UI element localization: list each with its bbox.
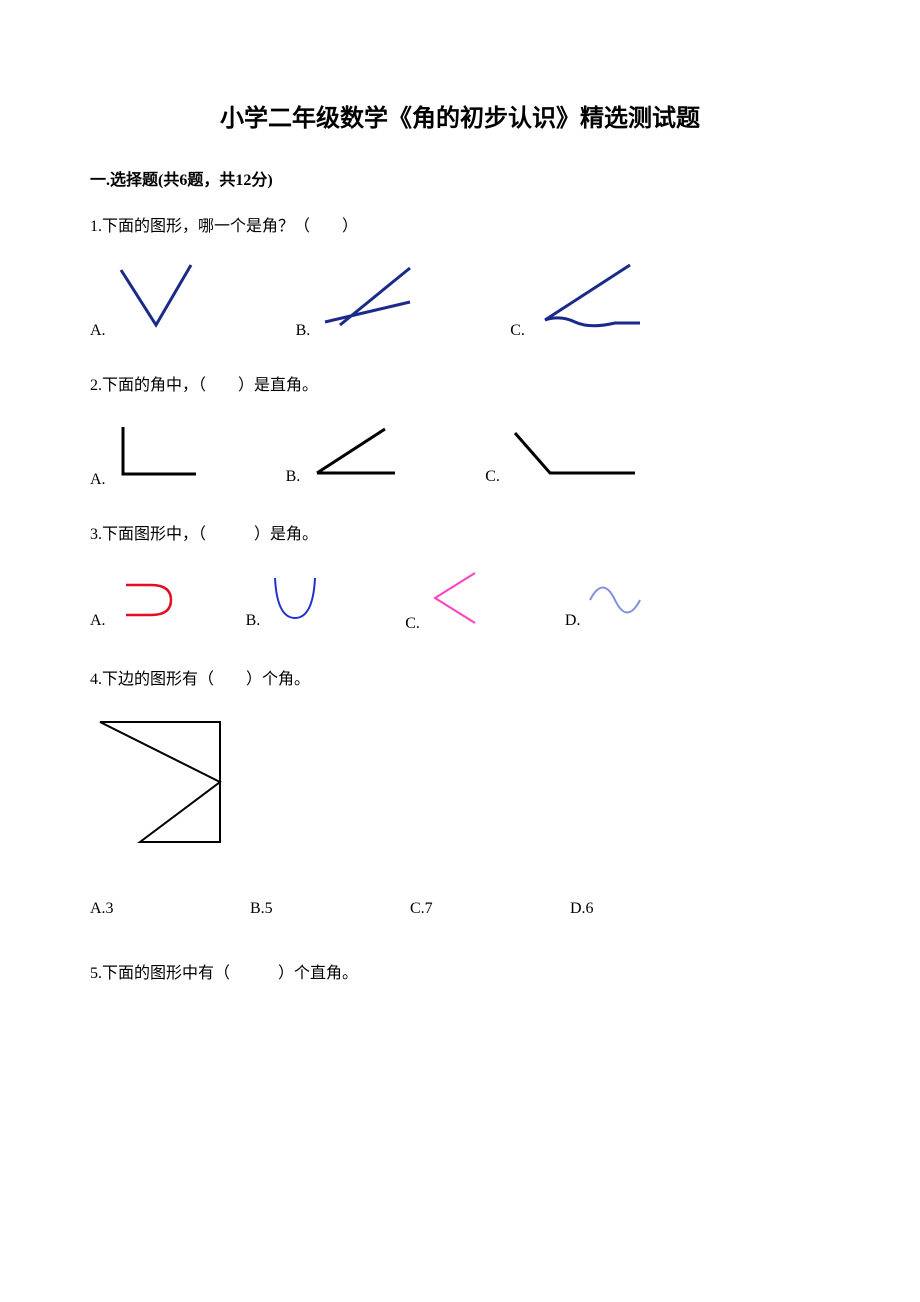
q2-label-a: A. xyxy=(90,467,106,493)
q3-label-c: C. xyxy=(405,611,420,637)
q4-option-a: A.3 xyxy=(90,896,250,922)
q1-label-b: B. xyxy=(296,318,311,344)
q5-text: 5.下面的图形中有（ ）个直角。 xyxy=(90,961,830,987)
q2-option-b: B. xyxy=(286,421,406,490)
q2-shape-c xyxy=(505,421,645,490)
q4-options: A.3 B.5 C.7 D.6 xyxy=(90,896,830,922)
q2-label-c: C. xyxy=(485,464,500,490)
q3-option-b: B. xyxy=(246,570,326,634)
q3-text: 3.下面图形中，（ ）是角。 xyxy=(90,522,830,548)
q1-option-c: C. xyxy=(510,260,650,344)
q4-option-b: B.5 xyxy=(250,896,410,922)
section-header: 一.选择题(共6题，共12分) xyxy=(90,168,830,194)
q1-label-a: A. xyxy=(90,318,106,344)
q3-shape-d xyxy=(585,570,650,634)
section-count: 6 xyxy=(179,172,187,189)
q4-option-d: D.6 xyxy=(570,896,730,922)
q2-shape-b xyxy=(305,421,405,490)
q3-option-d: D. xyxy=(565,570,651,634)
q3-shape-c xyxy=(425,568,485,637)
q3-option-a: A. xyxy=(90,570,181,634)
q1-option-b: B. xyxy=(296,260,421,344)
q1-option-a: A. xyxy=(90,260,206,344)
q1-shape-c xyxy=(530,260,650,344)
q2-options: A. B. C. xyxy=(90,419,830,493)
q4-text: 4.下边的图形有（ ）个角。 xyxy=(90,667,830,693)
q2-option-c: C. xyxy=(485,421,645,490)
q4-option-c: C.7 xyxy=(410,896,570,922)
section-number: 一 xyxy=(90,172,106,189)
q3-label-a: A. xyxy=(90,608,106,634)
q2-shape-a xyxy=(111,419,206,493)
q4-figure xyxy=(90,712,830,866)
q2-text: 2.下面的角中，（ ）是直角。 xyxy=(90,373,830,399)
q1-label-c: C. xyxy=(510,318,525,344)
q3-label-d: D. xyxy=(565,608,581,634)
q2-label-b: B. xyxy=(286,464,301,490)
q1-shape-b xyxy=(315,260,420,344)
q2-option-a: A. xyxy=(90,419,206,493)
q3-options: A. B. C. D. xyxy=(90,568,830,637)
section-points: 12 xyxy=(235,172,251,189)
q1-options: A. B. C. xyxy=(90,260,830,344)
q3-shape-b xyxy=(265,570,325,634)
section-name: 选择题 xyxy=(110,172,158,189)
page-title: 小学二年级数学《角的初步认识》精选测试题 xyxy=(90,100,830,138)
q3-option-c: C. xyxy=(405,568,485,637)
q3-shape-a xyxy=(111,570,181,634)
q3-label-b: B. xyxy=(246,608,261,634)
q1-shape-a xyxy=(111,260,206,344)
q1-text: 1.下面的图形，哪一个是角？（ ） xyxy=(90,214,830,240)
